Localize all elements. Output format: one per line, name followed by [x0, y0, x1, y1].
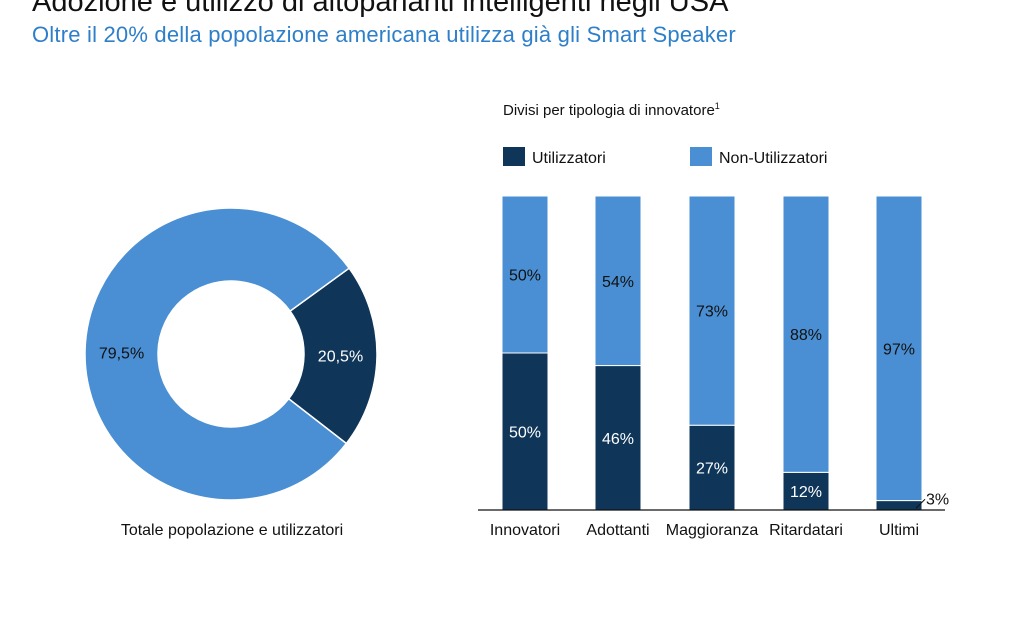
category-label-1: Adottanti — [586, 522, 649, 539]
category-label-0: Innovatori — [490, 522, 560, 539]
category-label-2: Maggioranza — [666, 522, 759, 539]
donut-caption: Totale popolazione e utilizzatori — [121, 522, 343, 539]
legend-label-0: Utilizzatori — [532, 150, 606, 167]
bar-1-3 — [782, 195, 830, 473]
donut-chart: 20,5% 79,5% — [84, 207, 378, 501]
legend: Utilizzatori Non-Utilizzatori — [503, 147, 827, 167]
bar-label-leader-4 — [915, 498, 926, 509]
bar-chart-title-text: Divisi per tipologia di innovatore — [503, 102, 715, 119]
bar-1-4 — [875, 195, 923, 502]
page-title: Adozione e utilizzo di altoparlanti inte… — [32, 0, 729, 18]
bar-label-1-0: 50% — [509, 268, 541, 285]
category-label-3: Ritardatari — [769, 522, 843, 539]
page-subtitle: Oltre il 20% della popolazione americana… — [32, 22, 736, 47]
category-label-4: Ultimi — [879, 522, 919, 539]
bar-0-3 — [782, 471, 830, 511]
bar-chart-title-superscript: 1 — [715, 101, 720, 111]
bar-label-0-1: 46% — [602, 431, 634, 448]
donut-slice-label-1: 79,5% — [99, 345, 144, 362]
bar-label-0-3: 12% — [790, 484, 822, 501]
bar-1-2 — [688, 195, 736, 426]
legend-swatch-0 — [503, 147, 525, 166]
bar-1-0 — [501, 195, 549, 354]
bar-0-2 — [688, 424, 736, 511]
bar-label-0-2: 27% — [696, 461, 728, 478]
bar-label-1-2: 73% — [696, 304, 728, 321]
legend-swatch-1 — [690, 147, 712, 166]
bar-label-0-4: 3% — [926, 491, 949, 508]
bar-chart-title: Divisi per tipologia di innovatore1 — [503, 101, 720, 119]
bar-label-1-3: 88% — [790, 327, 822, 344]
donut-slice-0 — [287, 267, 378, 445]
bar-label-1-1: 54% — [602, 274, 634, 291]
bar-0-4 — [875, 500, 923, 511]
donut-slice-label-0: 20,5% — [318, 349, 363, 366]
donut-slice-1 — [84, 207, 351, 501]
legend-label-1: Non-Utilizzatori — [719, 150, 827, 167]
stacked-bar-chart: 50% 50% Innovatori 46% 54% Adottanti 27% 73% Mag… — [478, 195, 949, 539]
bar-0-1 — [594, 365, 642, 511]
bar-label-0-0: 50% — [509, 425, 541, 442]
bar-label-1-4: 97% — [883, 341, 915, 358]
bar-1-1 — [594, 195, 642, 367]
